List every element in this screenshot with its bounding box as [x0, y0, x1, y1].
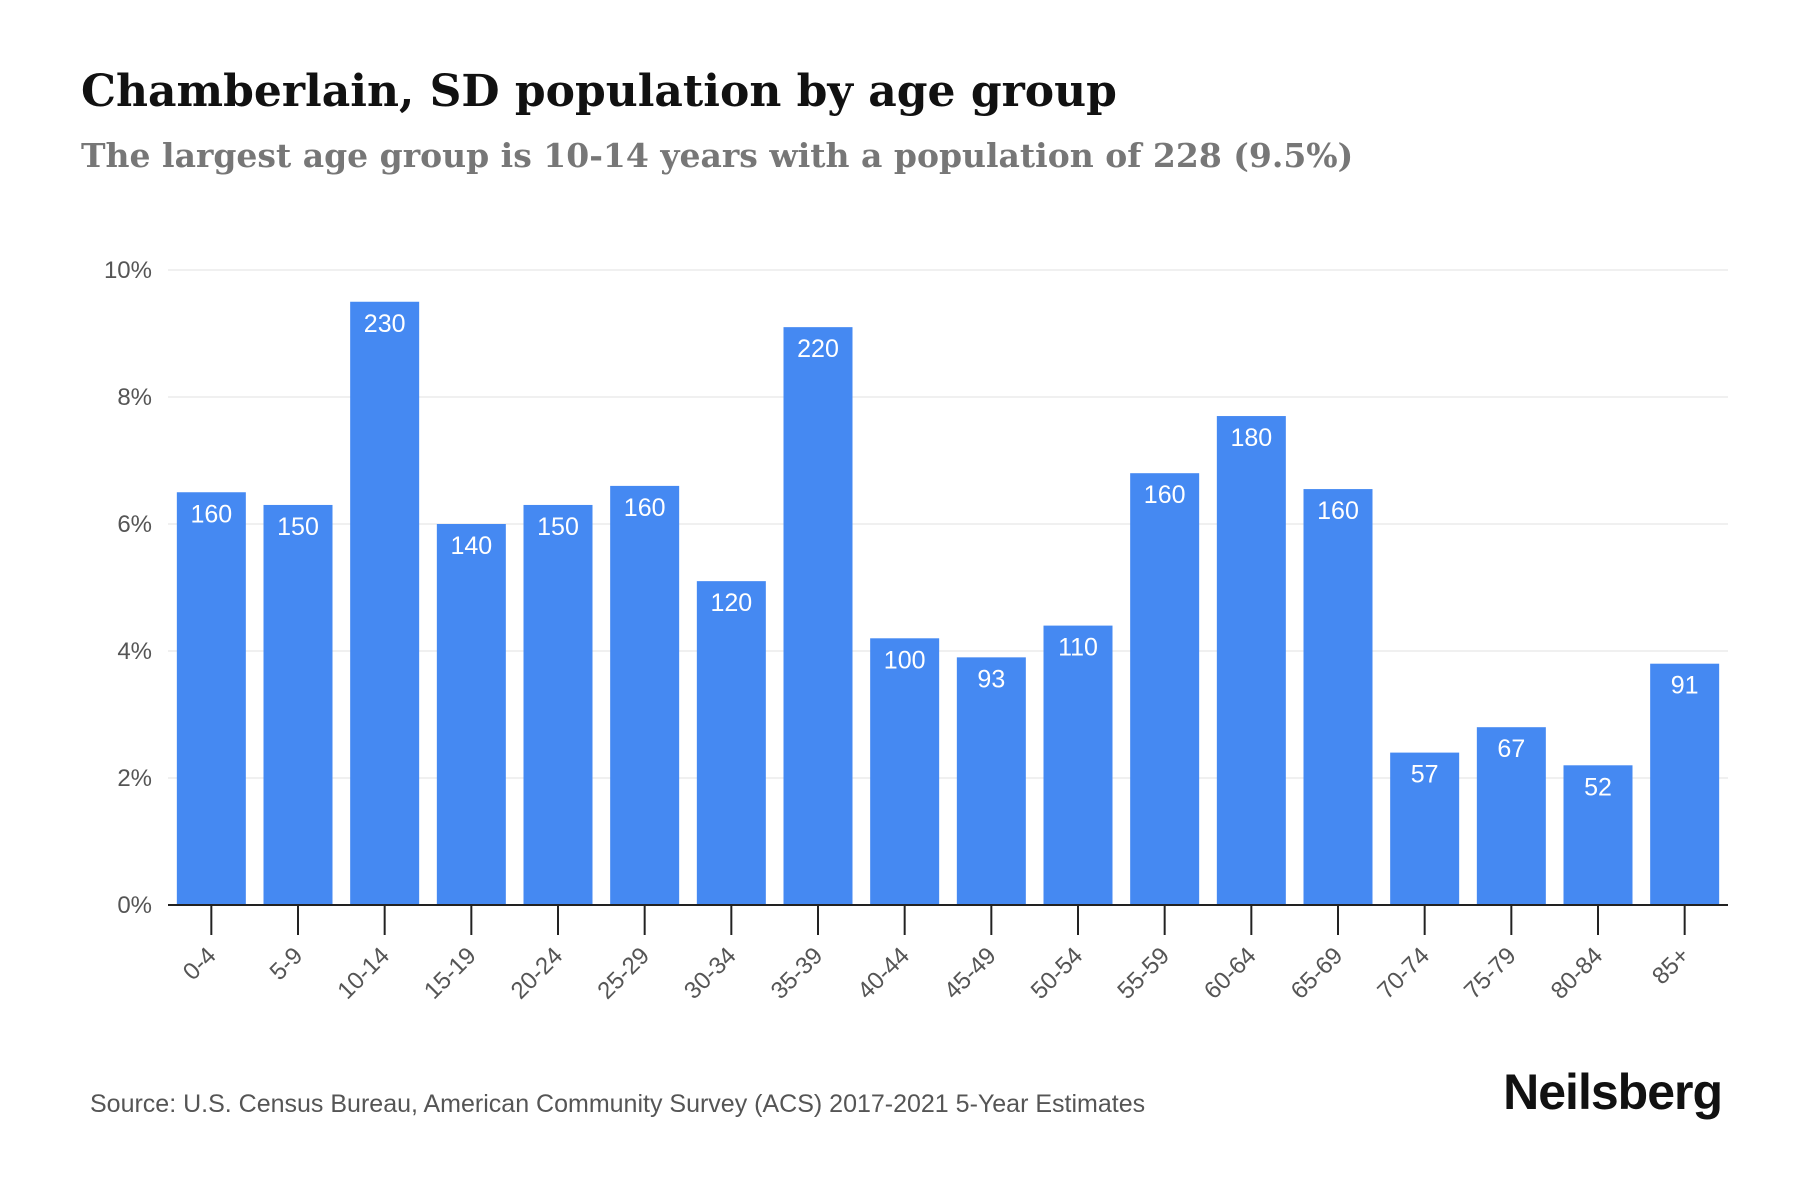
bar-20-24 — [523, 504, 593, 905]
bar-data-label: 140 — [450, 532, 492, 560]
source-note: Source: U.S. Census Bureau, American Com… — [90, 1090, 1146, 1118]
bar-data-label: 160 — [1144, 481, 1186, 509]
bar-data-label: 93 — [977, 665, 1005, 693]
bar-data-label: 150 — [277, 513, 319, 541]
bar-45-49 — [956, 657, 1026, 905]
y-tick-label: 10% — [104, 257, 152, 284]
bar-25-29 — [610, 485, 680, 905]
bar-0-4 — [176, 492, 246, 905]
bar-data-label: 52 — [1584, 773, 1612, 801]
x-tick-label: 55-59 — [1112, 942, 1175, 1005]
y-axis-ticks: 0% 2% 4% 6% 8% 10% — [104, 257, 152, 919]
x-tick-label: 15-19 — [419, 942, 482, 1005]
bar-80-84 — [1563, 765, 1633, 905]
bars: 160 150 230 140 150 160 120 220 100 93 110 160 180 16… — [176, 301, 1720, 905]
x-tick-label: 50-54 — [1026, 942, 1089, 1005]
x-tick-label: 40-44 — [852, 942, 915, 1005]
page-title: Chamberlain, SD population by age group — [81, 66, 1117, 117]
bar-data-label: 100 — [884, 646, 926, 674]
x-tick-label: 10-14 — [332, 942, 395, 1005]
bar-55-59 — [1130, 473, 1200, 905]
bar-data-label: 91 — [1671, 672, 1699, 700]
x-tick-label: 60-64 — [1199, 942, 1262, 1005]
y-tick-label: 2% — [117, 765, 152, 792]
bar-65-69 — [1303, 489, 1373, 905]
y-tick-label: 8% — [117, 384, 152, 411]
x-tick-label: 30-34 — [679, 942, 742, 1005]
grid-lines — [168, 269, 1728, 779]
brand-logo: Neilsberg — [1503, 1064, 1723, 1120]
x-tick-label: 25-29 — [592, 942, 655, 1005]
bar-data-label: 120 — [710, 589, 752, 617]
bar-data-label: 160 — [190, 500, 232, 528]
bar-50-54 — [1043, 625, 1113, 905]
page-subtitle: The largest age group is 10-14 years wit… — [81, 136, 1354, 175]
bar-data-label: 230 — [364, 310, 406, 338]
x-tick-label: 5-9 — [265, 942, 309, 986]
bar-15-19 — [436, 524, 506, 905]
bar-data-label: 160 — [1317, 497, 1359, 525]
x-tick-label: 75-79 — [1459, 942, 1522, 1005]
bar-5-9 — [263, 504, 333, 905]
bar-data-label: 67 — [1497, 735, 1525, 763]
x-tick-label: 85+ — [1647, 942, 1695, 990]
bar-data-label: 150 — [537, 513, 579, 541]
x-tick-label: 20-24 — [506, 942, 569, 1005]
x-tick-label: 65-69 — [1286, 942, 1349, 1005]
x-axis-ticks: 0-4 5-9 10-14 15-19 20-24 25-29 30-34 35-39 40-4… — [178, 905, 1695, 1005]
x-tick-label: 0-4 — [178, 942, 222, 986]
bar-data-label: 57 — [1411, 761, 1439, 789]
x-tick-label: 45-49 — [939, 942, 1002, 1005]
y-tick-label: 0% — [117, 892, 152, 919]
bar-10-14 — [350, 301, 420, 905]
bar-35-39 — [783, 327, 853, 905]
bar-data-label: 110 — [1058, 634, 1098, 662]
bar-70-74 — [1390, 752, 1460, 905]
bar-data-label: 180 — [1230, 424, 1272, 452]
bar-data-label: 220 — [797, 335, 839, 363]
x-tick-label: 35-39 — [766, 942, 829, 1005]
bar-60-64 — [1216, 416, 1286, 905]
bar-75-79 — [1476, 727, 1546, 905]
x-tick-label: 70-74 — [1372, 942, 1435, 1005]
y-tick-label: 4% — [117, 638, 152, 665]
bar-85+ — [1650, 663, 1720, 905]
x-tick-label: 80-84 — [1546, 942, 1609, 1005]
bar-30-34 — [696, 581, 766, 905]
bar-40-44 — [870, 638, 940, 905]
y-tick-label: 6% — [117, 511, 152, 538]
bar-data-label: 160 — [624, 494, 666, 522]
